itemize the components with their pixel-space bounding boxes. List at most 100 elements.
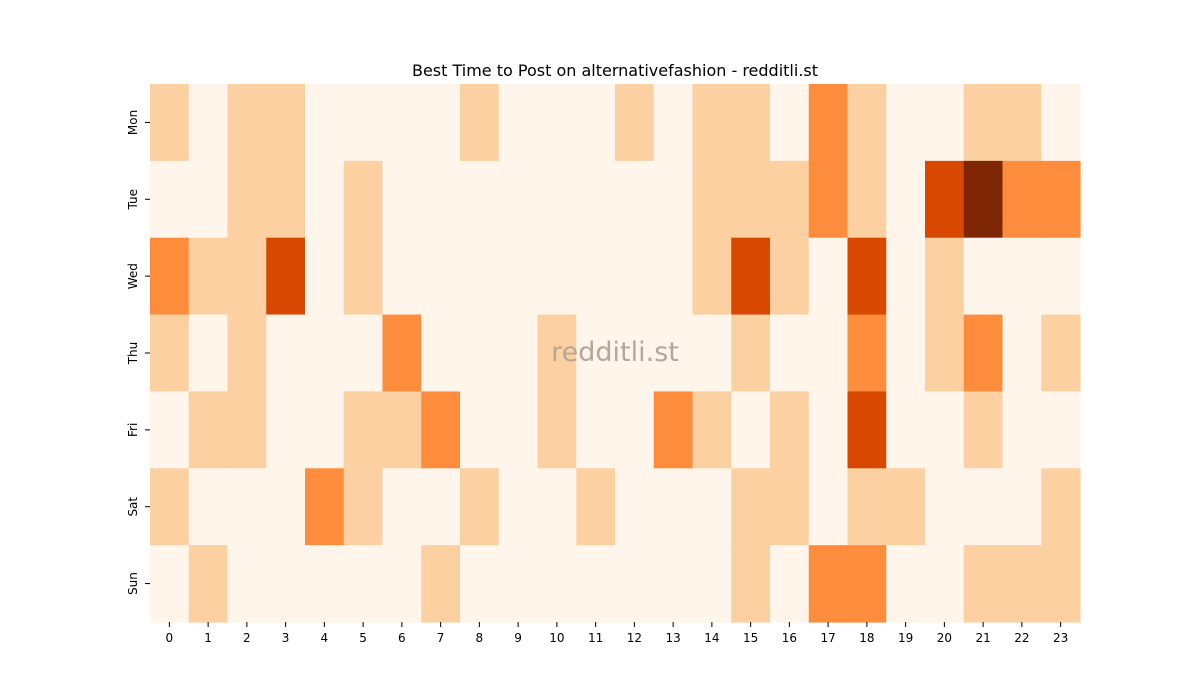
heatmap-cell-tue-6 <box>382 160 422 239</box>
heatmap-cell-thu-11 <box>576 314 616 393</box>
heatmap-cell-mon-0 <box>150 84 190 162</box>
heatmap-cell-sun-6 <box>382 545 422 623</box>
heatmap-cell-sat-9 <box>498 468 539 546</box>
heatmap-cell-mon-5 <box>343 84 384 162</box>
x-tick-label: 17 <box>820 631 835 645</box>
heatmap-cell-fri-16 <box>770 391 810 469</box>
heatmap-cell-sun-0 <box>150 545 190 623</box>
heatmap-cell-sat-5 <box>343 468 384 546</box>
x-tick-label: 5 <box>359 631 367 645</box>
heatmap-cell-tue-19 <box>886 160 926 239</box>
heatmap-cell-wed-3 <box>266 237 306 316</box>
x-tick-label: 21 <box>975 631 990 645</box>
heatmap-cell-sat-0 <box>150 468 190 546</box>
heatmap-cell-sun-10 <box>537 545 577 623</box>
x-tick-label: 18 <box>859 631 874 645</box>
x-tick-label: 8 <box>476 631 484 645</box>
chart-title: Best Time to Post on alternativefashion … <box>412 61 818 80</box>
heatmap-cell-sat-1 <box>188 468 229 546</box>
x-tick-label: 9 <box>514 631 522 645</box>
heatmap-cell-tue-8 <box>460 160 500 239</box>
x-tick-label: 23 <box>1053 631 1068 645</box>
heatmap-cell-fri-14 <box>692 391 732 469</box>
x-tick-label: 15 <box>743 631 758 645</box>
heatmap-cell-thu-19 <box>886 314 926 393</box>
heatmap-cell-thu-10 <box>537 314 577 393</box>
x-tick-label: 1 <box>204 631 212 645</box>
heatmap-cell-wed-20 <box>925 237 965 316</box>
y-tick-label: Mon <box>126 110 140 135</box>
heatmap-cell-thu-16 <box>770 314 810 393</box>
x-tick-label: 2 <box>243 631 251 645</box>
x-tick-label: 3 <box>282 631 290 645</box>
heatmap-cell-thu-7 <box>421 314 461 393</box>
heatmap-cell-fri-10 <box>537 391 577 469</box>
heatmap-cell-sun-19 <box>886 545 926 623</box>
heatmap-cell-wed-17 <box>808 237 849 316</box>
heatmap-cell-sat-6 <box>382 468 422 546</box>
heatmap-cell-mon-8 <box>460 84 500 162</box>
x-tick-label: 11 <box>588 631 603 645</box>
heatmap-cell-wed-19 <box>886 237 926 316</box>
heatmap-cell-thu-4 <box>305 314 345 393</box>
heatmap-cell-sun-7 <box>421 545 461 623</box>
heatmap-cell-mon-12 <box>615 84 655 162</box>
heatmap-cell-wed-12 <box>615 237 655 316</box>
heatmap-cell-sat-3 <box>266 468 306 546</box>
heatmap-cell-wed-0 <box>150 237 190 316</box>
heatmap-cell-sat-19 <box>886 468 926 546</box>
heatmap-cell-thu-23 <box>1041 314 1081 393</box>
x-tick-label: 20 <box>937 631 952 645</box>
heatmap-cell-sun-2 <box>227 545 267 623</box>
heatmap-cell-sat-15 <box>731 468 771 546</box>
heatmap-cell-tue-10 <box>537 160 577 239</box>
heatmap-cell-thu-6 <box>382 314 422 393</box>
heatmap-cell-fri-9 <box>498 391 539 469</box>
heatmap-cell-tue-18 <box>847 160 887 239</box>
watermark: redditli.st <box>551 337 679 368</box>
heatmap-cell-fri-21 <box>963 391 1004 469</box>
heatmap-cell-sun-3 <box>266 545 306 623</box>
heatmap-cell-wed-13 <box>653 237 694 316</box>
heatmap-cell-sun-18 <box>847 545 887 623</box>
heatmap-cell-tue-14 <box>692 160 732 239</box>
heatmap-cell-tue-15 <box>731 160 771 239</box>
heatmap-cell-tue-21 <box>963 160 1004 239</box>
heatmap-cell-wed-15 <box>731 237 771 316</box>
heatmap-cell-fri-12 <box>615 391 655 469</box>
heatmap-cell-tue-11 <box>576 160 616 239</box>
x-tick-label: 0 <box>166 631 174 645</box>
heatmap-cell-thu-0 <box>150 314 190 393</box>
heatmap-cell-mon-2 <box>227 84 267 162</box>
heatmap-cell-tue-22 <box>1002 160 1042 239</box>
heatmap-cell-fri-19 <box>886 391 926 469</box>
heatmap-cell-wed-1 <box>188 237 229 316</box>
heatmap-cell-thu-13 <box>653 314 694 393</box>
heatmap-cell-mon-13 <box>653 84 694 162</box>
heatmap-cell-sat-22 <box>1002 468 1042 546</box>
heatmap-cell-mon-6 <box>382 84 422 162</box>
heatmap-cell-fri-20 <box>925 391 965 469</box>
heatmap-cell-thu-1 <box>188 314 229 393</box>
heatmap-cell-sun-15 <box>731 545 771 623</box>
heatmap-cell-sun-5 <box>343 545 384 623</box>
heatmap-cell-mon-23 <box>1041 84 1081 162</box>
y-tick-label: Fri <box>126 423 140 437</box>
heatmap-cell-fri-3 <box>266 391 306 469</box>
heatmap-cell-wed-16 <box>770 237 810 316</box>
heatmap-cell-mon-3 <box>266 84 306 162</box>
heatmap-cell-wed-6 <box>382 237 422 316</box>
heatmap-cell-wed-23 <box>1041 237 1081 316</box>
heatmap-cell-sat-11 <box>576 468 616 546</box>
heatmap-cell-tue-12 <box>615 160 655 239</box>
heatmap-cell-fri-22 <box>1002 391 1042 469</box>
heatmap-cell-sun-21 <box>963 545 1004 623</box>
heatmap-cell-sun-8 <box>460 545 500 623</box>
heatmap-cell-mon-21 <box>963 84 1004 162</box>
heatmap-cell-sun-23 <box>1041 545 1081 623</box>
heatmap-cell-mon-4 <box>305 84 345 162</box>
heatmap-cell-tue-16 <box>770 160 810 239</box>
heatmap-cell-wed-10 <box>537 237 577 316</box>
heatmap-cells <box>150 84 1081 623</box>
heatmap-cell-tue-17 <box>808 160 849 239</box>
